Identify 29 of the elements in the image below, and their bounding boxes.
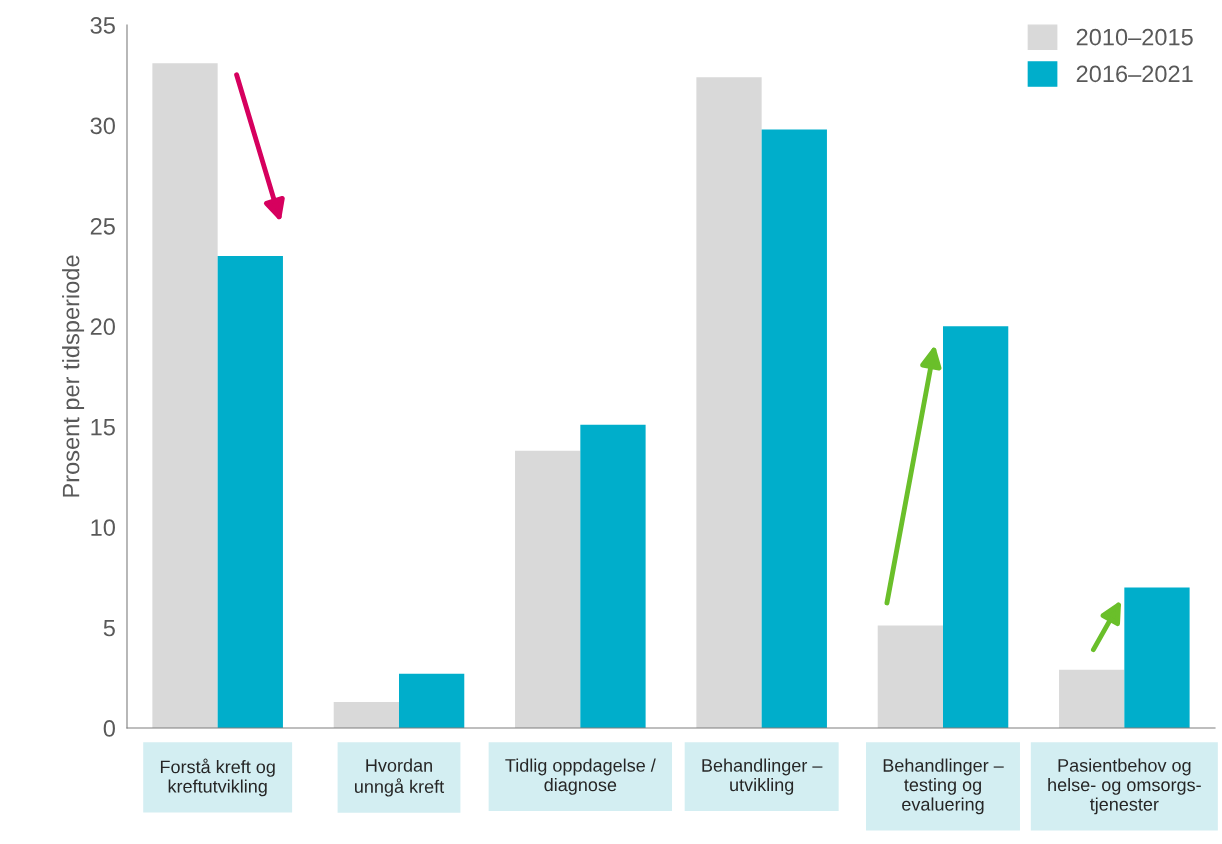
bar xyxy=(399,673,465,728)
bar xyxy=(877,625,943,728)
x-tick-label: Behandlinger – utvikling xyxy=(702,758,823,795)
bar xyxy=(515,450,581,728)
y-tick-label: 5 xyxy=(103,619,115,637)
bar xyxy=(152,63,218,728)
bar xyxy=(1124,587,1190,728)
x-tick-label: Behandlinger – testing og evaluering xyxy=(883,758,1004,815)
x-tick-label: Tidlig oppdagelse / diagnose xyxy=(505,758,656,795)
x-tick-label: Pasientbehov og helse- og omsorgs- tjenester xyxy=(1048,758,1201,815)
x-tick-label: Hvordan unngå kreft xyxy=(355,758,445,797)
bar xyxy=(696,77,762,728)
y-tick-label: 30 xyxy=(90,117,115,135)
y-tick-label: 20 xyxy=(90,318,115,336)
y-tick-label: 0 xyxy=(103,720,115,737)
bar xyxy=(1059,669,1125,728)
y-tick-label: 10 xyxy=(91,519,115,536)
y-tick-label: 35 xyxy=(90,17,115,34)
bar xyxy=(943,326,1009,728)
legend-label: 2010–2015 xyxy=(1076,28,1193,46)
bar xyxy=(333,701,399,728)
bar xyxy=(217,255,283,728)
bar xyxy=(580,424,646,728)
y-axis-title: Prosent per tidsperiode xyxy=(62,255,85,497)
bar xyxy=(761,129,827,728)
y-tick-label: 25 xyxy=(90,217,115,235)
x-tick-label: Forstå kreft og kreftutvikling xyxy=(160,758,275,797)
legend-label: 2016–2021 xyxy=(1076,65,1193,83)
y-tick-label: 15 xyxy=(91,419,115,436)
